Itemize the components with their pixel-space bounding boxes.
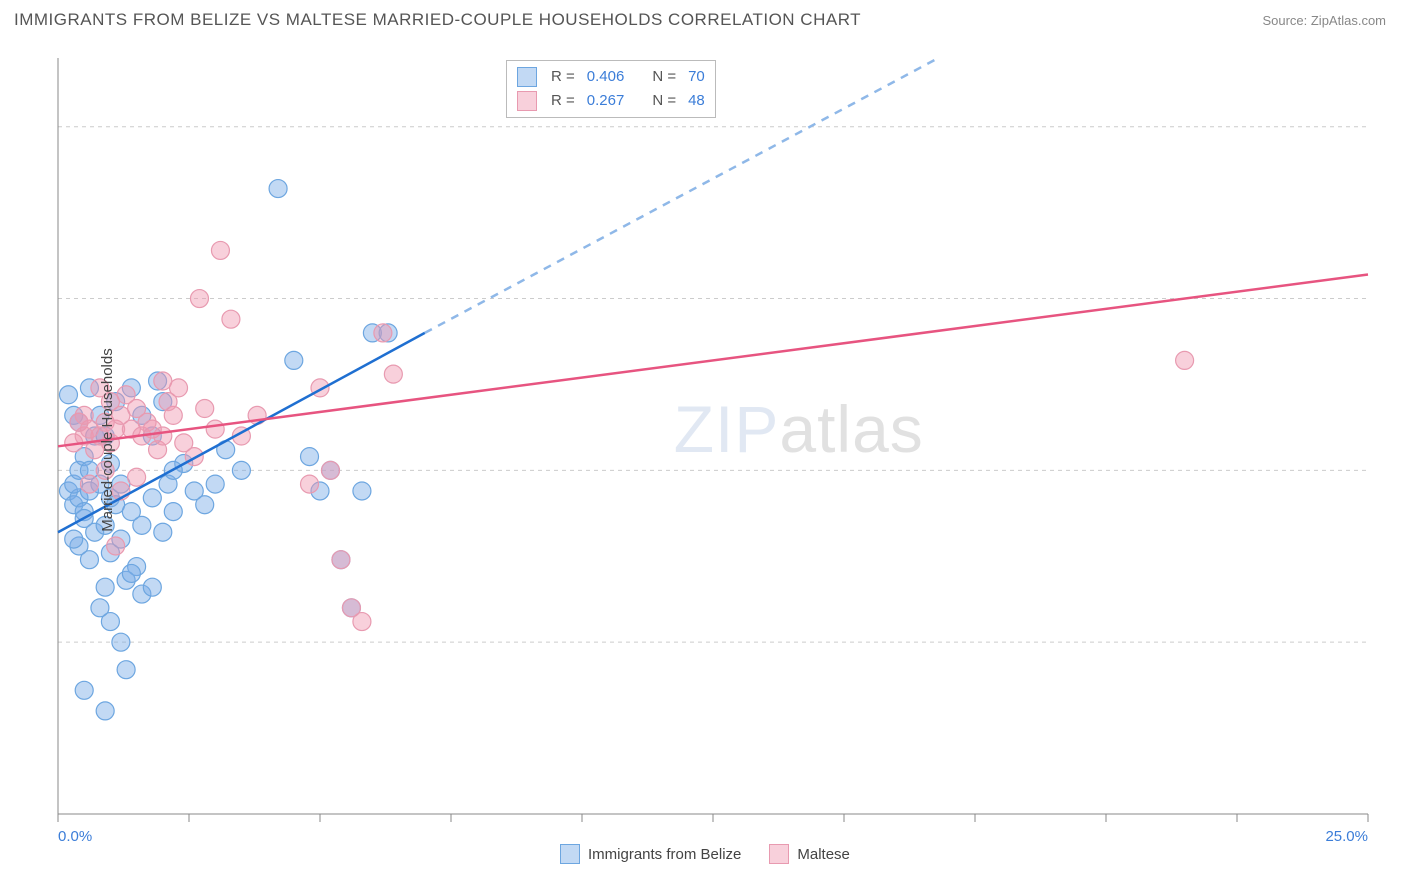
legend-series: Immigrants from Belize Maltese xyxy=(560,844,850,864)
scatter-plot xyxy=(50,44,1390,836)
legend-item: Maltese xyxy=(769,844,850,864)
n-label: N = xyxy=(652,65,676,89)
title-bar: IMMIGRANTS FROM BELIZE VS MALTESE MARRIE… xyxy=(0,0,1406,36)
n-label: N = xyxy=(652,89,676,113)
legend-stat-row: R = 0.406 N = 70 xyxy=(517,65,705,89)
x-tick-label: 25.0% xyxy=(1325,828,1368,845)
legend-correlation-box: R = 0.406 N = 70 R = 0.267 N = 48 xyxy=(506,60,716,118)
y-axis-label: Married-couple Households xyxy=(99,348,116,531)
r-value: 0.406 xyxy=(587,65,625,89)
chart-container: Married-couple Households ZIPatlas 0.0%2… xyxy=(50,44,1390,836)
source-label: Source: ZipAtlas.com xyxy=(1262,13,1386,28)
legend-item: Immigrants from Belize xyxy=(560,844,741,864)
r-label: R = xyxy=(551,65,575,89)
legend-label: Maltese xyxy=(797,846,850,863)
page-title: IMMIGRANTS FROM BELIZE VS MALTESE MARRIE… xyxy=(14,10,861,30)
series-swatch xyxy=(769,844,789,864)
r-label: R = xyxy=(551,89,575,113)
legend-label: Immigrants from Belize xyxy=(588,846,741,863)
legend-stat-row: R = 0.267 N = 48 xyxy=(517,89,705,113)
n-value: 70 xyxy=(688,65,705,89)
x-tick-label: 0.0% xyxy=(58,828,92,845)
r-value: 0.267 xyxy=(587,89,625,113)
series-swatch xyxy=(517,67,537,87)
series-swatch xyxy=(560,844,580,864)
n-value: 48 xyxy=(688,89,705,113)
series-swatch xyxy=(517,91,537,111)
